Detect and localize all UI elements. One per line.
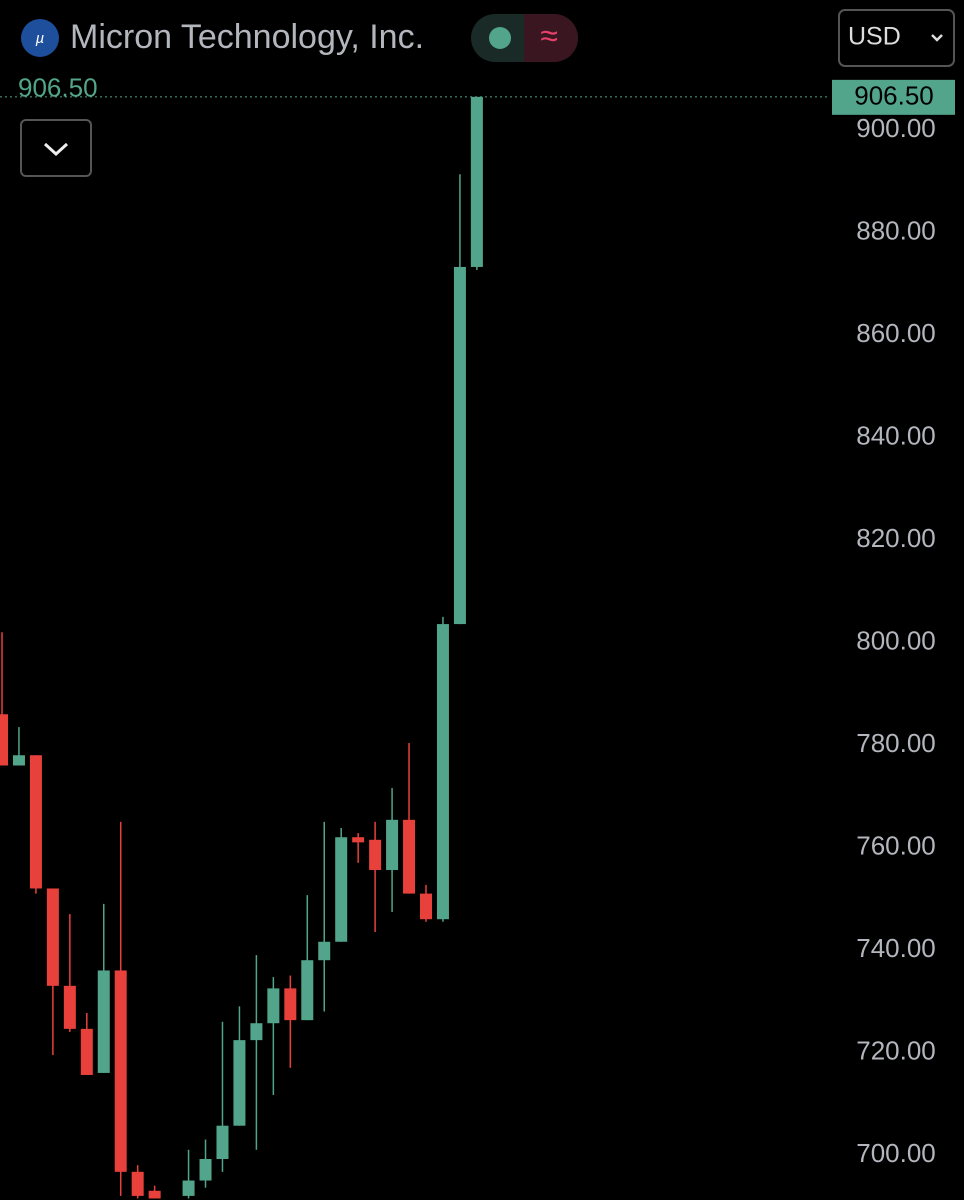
- y-tick-label: 720.00: [856, 1035, 936, 1065]
- y-tick-label: 760.00: [856, 830, 936, 860]
- y-tick-label: 740.00: [856, 933, 936, 963]
- candle-body: [148, 1190, 161, 1199]
- candle-body: [436, 624, 449, 920]
- chart-title: Micron Technology, Inc.: [70, 18, 424, 56]
- candle-body: [114, 970, 127, 1172]
- candle-body: [12, 755, 25, 766]
- candle-body: [369, 839, 382, 871]
- candle-body: [216, 1125, 229, 1160]
- candle-body: [284, 988, 297, 1021]
- candle-body: [182, 1180, 195, 1196]
- candle-body: [63, 985, 76, 1029]
- candle-body: [301, 960, 314, 1021]
- toggle-dot: [489, 27, 511, 49]
- toggle-right: [524, 14, 578, 62]
- last-price-badge: [832, 79, 955, 115]
- y-tick-label: 820.00: [856, 523, 936, 553]
- collapse-button[interactable]: [20, 119, 92, 177]
- candle-body: [453, 266, 466, 625]
- currency-label: USD: [848, 23, 901, 51]
- currency-select[interactable]: [838, 9, 955, 67]
- logo: [21, 19, 59, 57]
- currency-chevron: [931, 34, 943, 42]
- last-price-left-label: 906.50: [18, 73, 98, 103]
- candle-body: [233, 1040, 246, 1126]
- plot: 700.00 720.00 740.00 760.00 780.00 800.00 820.…: [0, 73, 955, 1199]
- collapse-chevron: [43, 142, 69, 157]
- last-price-label: 906.50: [854, 81, 934, 111]
- y-tick-label: 780.00: [856, 728, 936, 758]
- candle-body: [352, 837, 365, 843]
- y-tick-label: 860.00: [856, 318, 936, 348]
- candle-body: [335, 837, 348, 942]
- candle-body: [97, 970, 110, 1073]
- candle-body: [386, 819, 399, 871]
- candle-body: [403, 819, 416, 894]
- candle-body: [250, 1023, 263, 1041]
- y-tick-label: 880.00: [856, 215, 936, 245]
- candle-body: [0, 714, 8, 766]
- y-tick-label: 700.00: [856, 1138, 936, 1168]
- y-tick-label: 840.00: [856, 420, 936, 450]
- candle-body: [131, 1171, 144, 1196]
- candle-body: [267, 988, 280, 1024]
- candle-body: [470, 96, 483, 267]
- candle-body: [80, 1028, 93, 1075]
- candle-body: [318, 941, 331, 961]
- y-tick-label: 900.00: [856, 113, 936, 143]
- y-tick-label: 800.00: [856, 625, 936, 655]
- logo-glyph: µ: [36, 30, 45, 47]
- candle-body: [199, 1159, 212, 1181]
- candle-body: [46, 888, 59, 986]
- candle-body: [420, 893, 432, 920]
- candle-body: [29, 755, 42, 889]
- header: µ Micron Technology, Inc. ≈ USD: [20, 9, 955, 177]
- toggle-icon: ≈: [540, 17, 558, 53]
